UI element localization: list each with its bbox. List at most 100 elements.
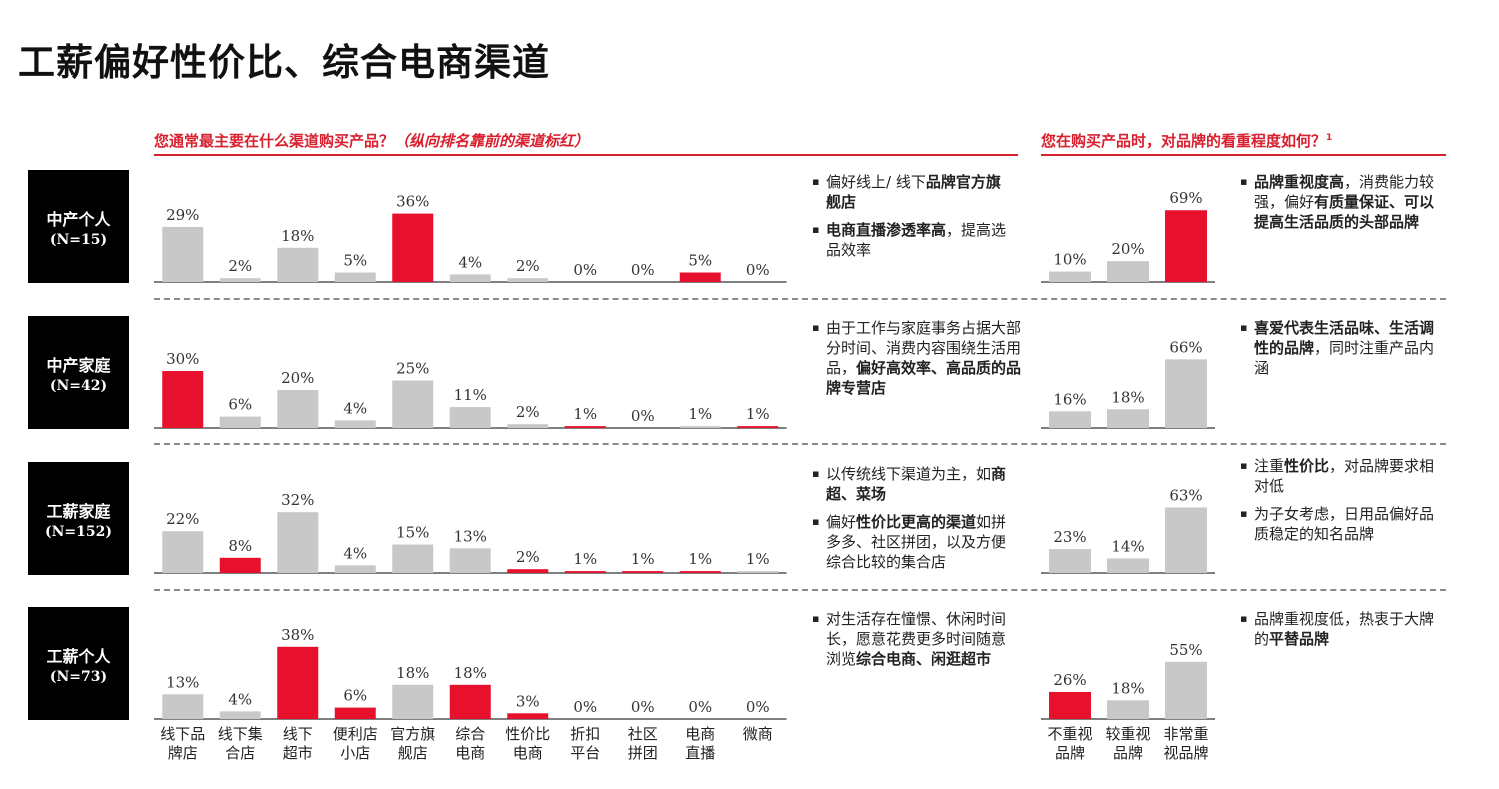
channel-category-label: 综合 电商 bbox=[442, 725, 500, 763]
channel-bar bbox=[277, 512, 319, 573]
row-divider bbox=[154, 443, 1446, 445]
channel-value-label: 11% bbox=[454, 386, 487, 404]
channel-value-label: 6% bbox=[228, 396, 252, 414]
category-label-line: 折扣 bbox=[570, 725, 601, 743]
channel-bar bbox=[219, 416, 261, 428]
page-title: 工薪偏好性价比、综合电商渠道 bbox=[18, 41, 550, 84]
category-label-line: 较重视 bbox=[1105, 725, 1151, 743]
category-label-line: 视品牌 bbox=[1163, 744, 1209, 762]
brand-question: 您在购买产品时，对品牌的看重程度如何？ bbox=[1041, 132, 1327, 150]
category-label-line: 电商 bbox=[512, 744, 543, 762]
category-label-line: 平台 bbox=[570, 744, 601, 762]
insight-text: 以传统线下渠道为主，如 bbox=[826, 465, 992, 483]
channel-value-label: 6% bbox=[343, 687, 367, 705]
channel-bar bbox=[162, 371, 204, 428]
channel-category-label: 折扣 平台 bbox=[557, 725, 615, 763]
brand-value-label: 66% bbox=[1169, 338, 1202, 356]
channel-value-label: 0% bbox=[631, 261, 655, 279]
brand-value-label: 18% bbox=[1111, 679, 1144, 697]
channel-category-label: 线下 超市 bbox=[269, 725, 327, 763]
channel-value-label: 4% bbox=[228, 690, 252, 708]
brand-bar bbox=[1049, 411, 1091, 428]
channel-bar bbox=[277, 247, 319, 282]
channel-value-label: 25% bbox=[396, 360, 429, 378]
insight-text: 品牌重视度低，热衷于大牌的 bbox=[1254, 610, 1435, 648]
channel-value-label: 8% bbox=[228, 537, 252, 555]
insight-emphasis: 商超、菜场 bbox=[826, 465, 1007, 503]
insight-text: ，提高选品效率 bbox=[826, 221, 1007, 259]
segment-label-3: 工薪个人 (N=73) bbox=[28, 607, 129, 720]
category-label-line: 非常重 bbox=[1163, 725, 1209, 743]
category-label-line: 品牌 bbox=[1054, 744, 1085, 762]
category-label-line: 线下集 bbox=[217, 725, 263, 743]
channel-bar bbox=[564, 426, 606, 428]
channel-value-label: 1% bbox=[688, 550, 712, 568]
brand-value-label: 69% bbox=[1169, 189, 1202, 207]
brand-value-label: 14% bbox=[1111, 537, 1144, 555]
insight-bullet: 由于工作与家庭事务占据大部分时间、消费内容围绕生活用品，偏好高效率、高品质的品牌… bbox=[812, 318, 1024, 398]
insight-bullet: 品牌重视度低，热衷于大牌的平替品牌 bbox=[1240, 609, 1445, 649]
channel-value-label: 2% bbox=[516, 257, 540, 275]
brand-value-label: 10% bbox=[1053, 251, 1086, 269]
category-label-line: 微商 bbox=[742, 725, 773, 743]
channel-bar bbox=[737, 426, 779, 428]
channel-value-label: 30% bbox=[166, 350, 199, 368]
brand-bar bbox=[1107, 261, 1149, 282]
channel-bar bbox=[162, 531, 204, 573]
row-divider bbox=[154, 298, 1446, 300]
category-label-line: 合店 bbox=[225, 744, 256, 762]
channel-bar bbox=[679, 272, 721, 282]
segment-sample-size: (N=152) bbox=[45, 523, 112, 540]
channel-bar bbox=[334, 272, 376, 282]
channel-question-header: 您通常最主要在什么渠道购买产品？（纵向排名靠前的渠道标红） bbox=[154, 130, 589, 151]
channel-value-label: 0% bbox=[573, 261, 597, 279]
brand-insights-3: 品牌重视度低，热衷于大牌的平替品牌 bbox=[1240, 609, 1445, 657]
brand-value-label: 55% bbox=[1169, 641, 1202, 659]
insight-emphasis: 品牌重视度高 bbox=[1254, 173, 1345, 191]
segment-sample-size: (N=73) bbox=[49, 668, 108, 685]
segment-name: 中产个人 bbox=[46, 209, 111, 229]
channel-value-label: 0% bbox=[631, 698, 655, 716]
category-label-line: 综合 bbox=[455, 725, 486, 743]
brand-bar bbox=[1049, 549, 1091, 573]
insight-bullet: 喜爱代表生活品味、生活调性的品牌，同时注重产品内涵 bbox=[1240, 318, 1445, 378]
insight-bullet: 偏好线上/ 线下品牌官方旗舰店 bbox=[812, 172, 1012, 212]
insight-text: ，消费能力较强，偏好 bbox=[1254, 173, 1435, 211]
channel-bar bbox=[277, 390, 319, 428]
channel-value-label: 1% bbox=[746, 405, 770, 423]
channel-value-label: 5% bbox=[343, 252, 367, 270]
channel-note: （纵向排名靠前的渠道标红） bbox=[394, 132, 590, 150]
channel-value-label: 18% bbox=[396, 664, 429, 682]
insight-emphasis: 偏好高效率、高品质的品牌专营店 bbox=[826, 359, 1022, 397]
channel-value-label: 1% bbox=[746, 550, 770, 568]
channel-bar bbox=[507, 569, 549, 573]
channel-value-label: 18% bbox=[454, 664, 487, 682]
channel-bar bbox=[219, 278, 261, 282]
channel-bar bbox=[392, 684, 434, 719]
category-label-line: 线下品 bbox=[160, 725, 206, 743]
channel-bar bbox=[507, 713, 549, 719]
channel-bar bbox=[162, 694, 204, 719]
channel-category-label: 线下品 牌店 bbox=[154, 725, 212, 763]
brand-bar bbox=[1165, 210, 1207, 282]
channel-bar bbox=[622, 571, 664, 573]
channel-value-label: 1% bbox=[573, 550, 597, 568]
channel-value-label: 0% bbox=[746, 698, 770, 716]
channel-value-label: 15% bbox=[396, 524, 429, 542]
brand-insights-1: 喜爱代表生活品味、生活调性的品牌，同时注重产品内涵 bbox=[1240, 318, 1445, 386]
insight-text: 偏好线上/ 线下 bbox=[826, 173, 926, 191]
channel-insights-0: 偏好线上/ 线下品牌官方旗舰店电商直播渗透率高，提高选品效率 bbox=[812, 172, 1012, 268]
channel-bar bbox=[277, 646, 319, 719]
category-label-line: 电商 bbox=[455, 744, 486, 762]
channel-value-label: 2% bbox=[516, 548, 540, 566]
segment-sample-size: (N=42) bbox=[49, 377, 108, 394]
insight-bullet: 电商直播渗透率高，提高选品效率 bbox=[812, 220, 1012, 260]
segment-name: 中产家庭 bbox=[46, 355, 111, 375]
channel-value-label: 36% bbox=[396, 193, 429, 211]
channel-value-label: 2% bbox=[516, 403, 540, 421]
category-label-line: 品牌 bbox=[1112, 744, 1143, 762]
channel-category-label: 社区 拼团 bbox=[614, 725, 672, 763]
insight-emphasis: 性价比 bbox=[1284, 457, 1330, 475]
category-label-line: 直播 bbox=[685, 744, 716, 762]
channel-value-label: 20% bbox=[281, 369, 314, 387]
